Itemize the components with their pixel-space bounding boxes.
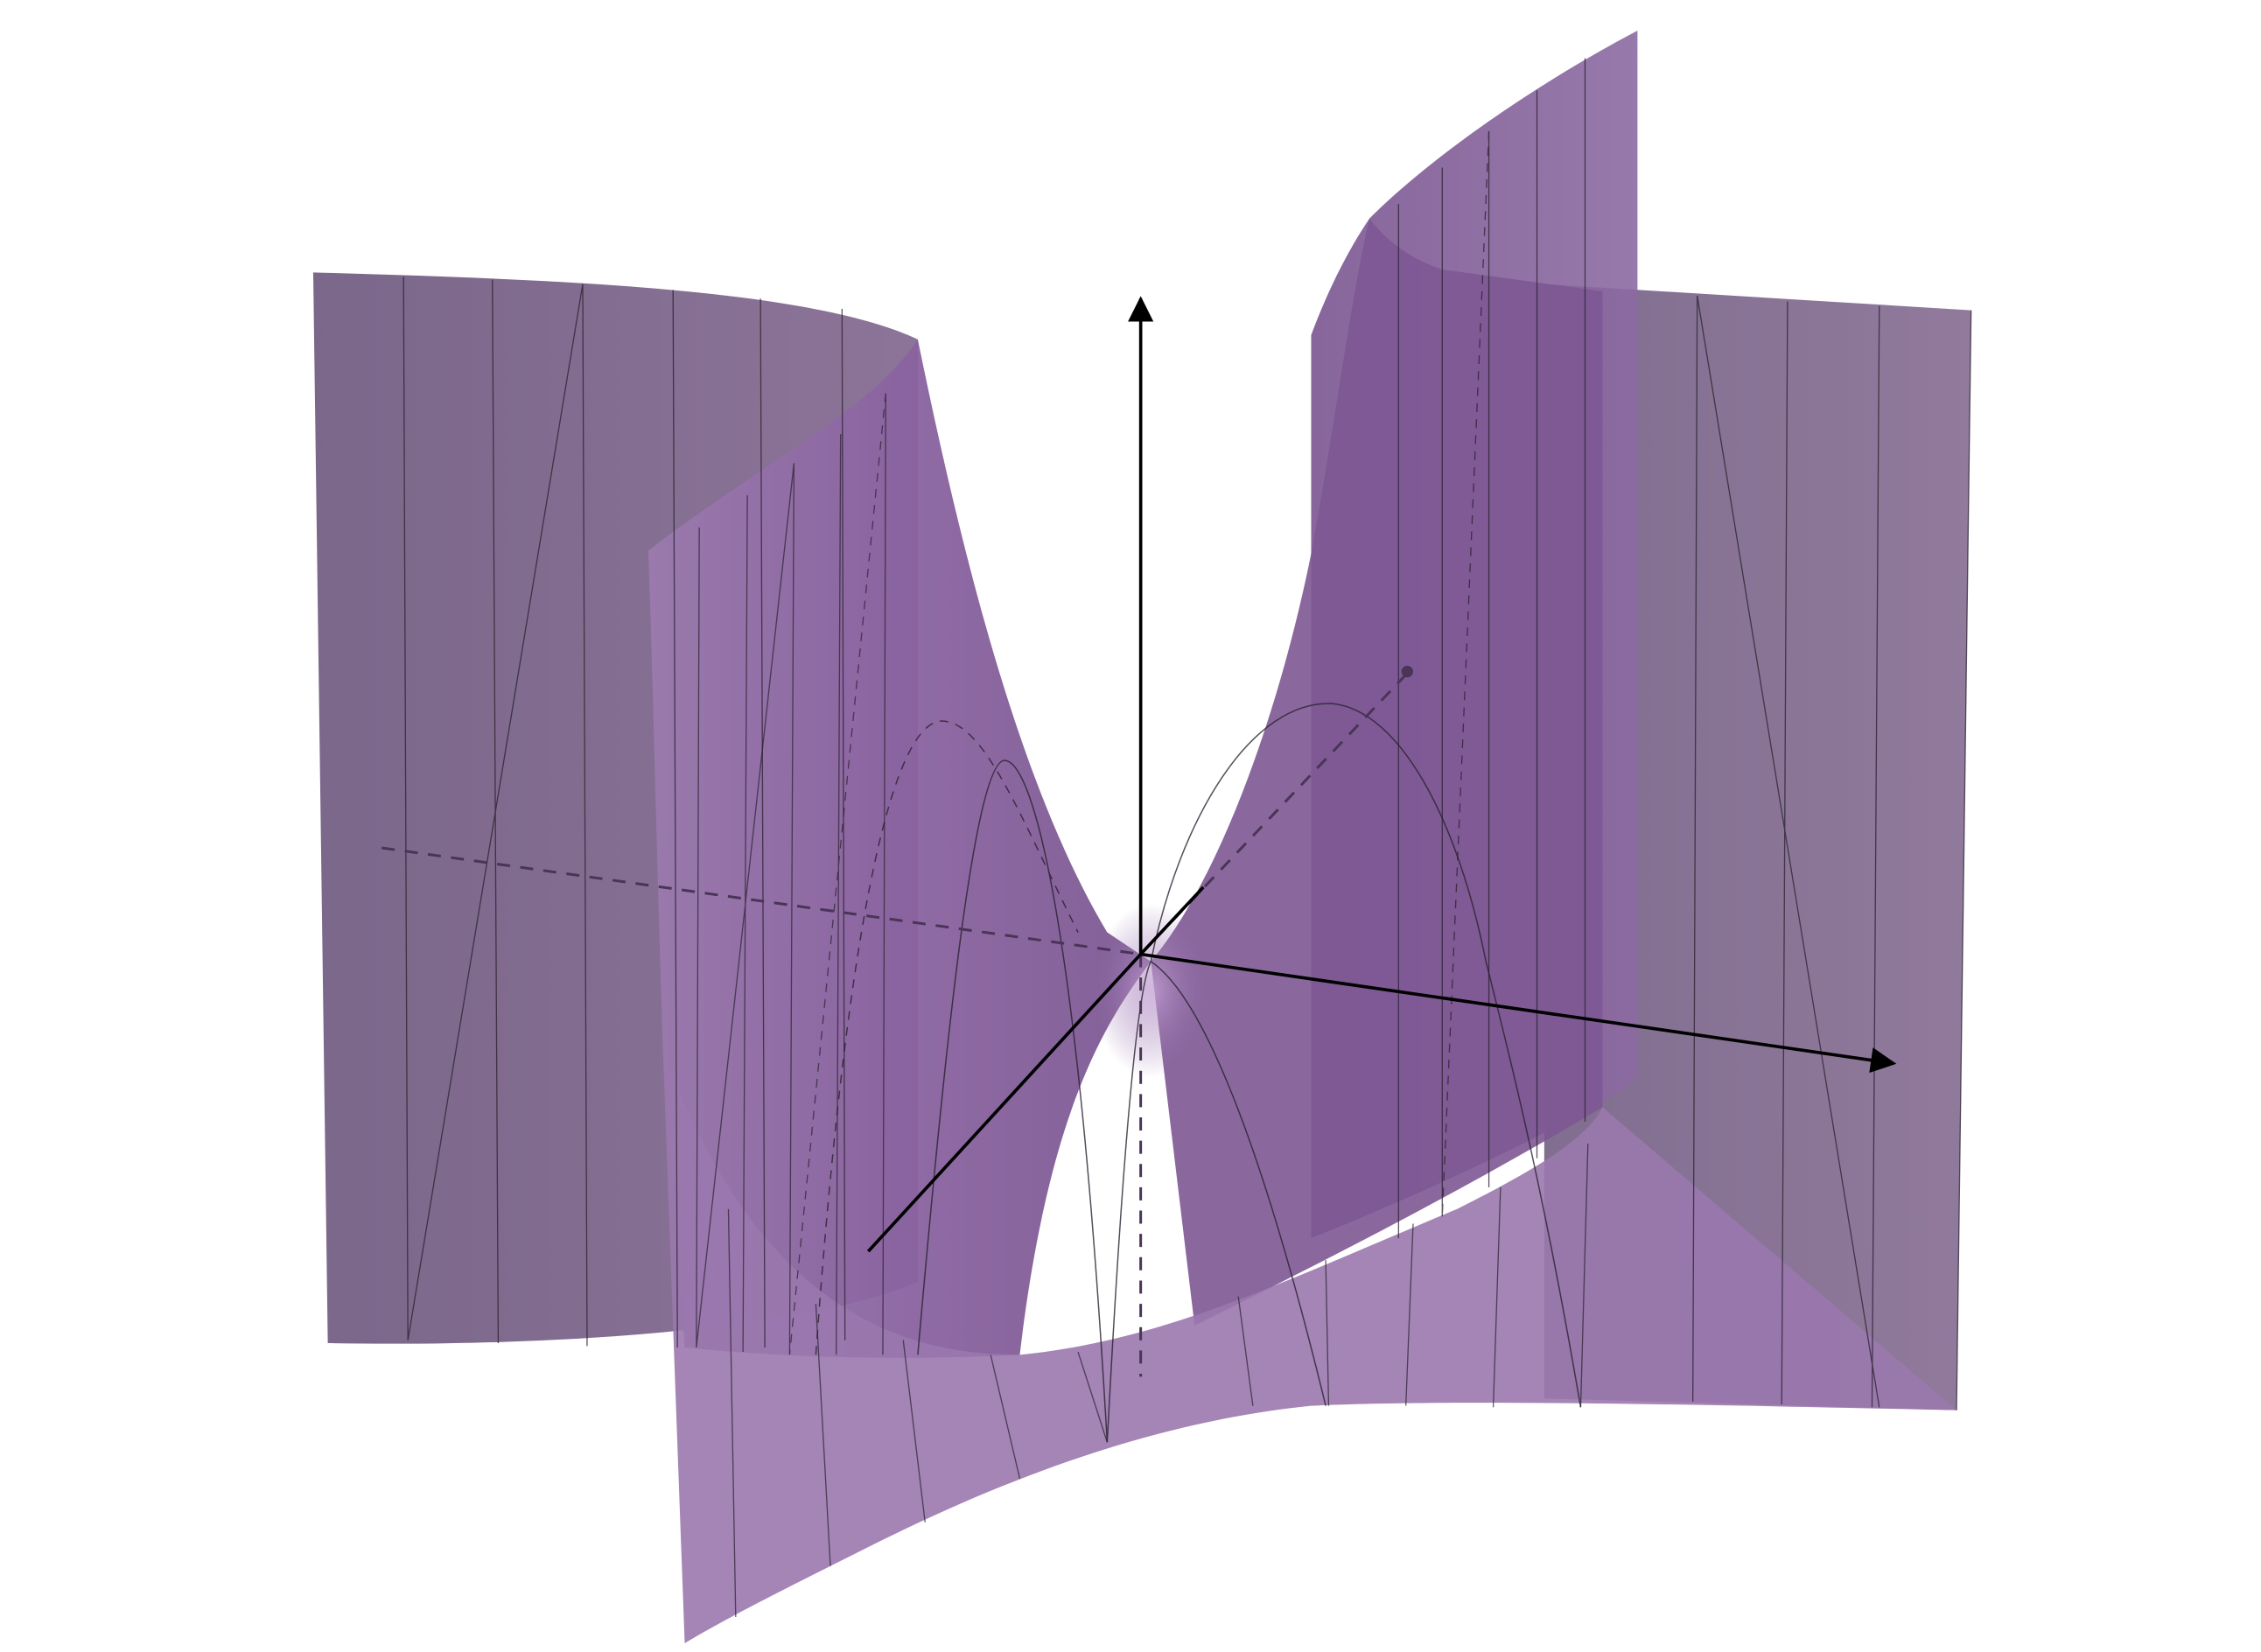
y-axis — [866, 953, 1143, 1253]
right-parabola — [1150, 703, 1582, 1408]
saddle-highlight — [1092, 903, 1209, 1079]
y-axis-visible-back — [1139, 886, 1205, 956]
left-parabola — [917, 760, 1109, 1443]
x-axis — [1140, 952, 1897, 1074]
hidden-axes — [382, 668, 1411, 1377]
lower-parabola — [1106, 960, 1326, 1443]
surface-curves — [815, 703, 1582, 1443]
front-lower-sheet — [662, 1048, 1957, 1644]
y-axis-hidden — [1139, 668, 1411, 956]
axes — [866, 296, 1897, 1253]
x-axis-hidden — [382, 846, 1141, 956]
back-left-mesh — [402, 276, 846, 1348]
front-sheet-mesh — [727, 1143, 1589, 1618]
saddle-right-arm — [1151, 218, 1603, 1326]
saddle-left-arm — [648, 339, 1152, 1358]
back-right-mesh — [1692, 295, 1972, 1410]
back-right-sheet — [1544, 284, 1971, 1410]
right-wall-mesh — [1397, 58, 1586, 1239]
left-arm-mesh — [696, 393, 886, 1355]
y-axis-hidden-tip — [1401, 665, 1413, 678]
back-left-parabola — [815, 720, 1079, 1355]
